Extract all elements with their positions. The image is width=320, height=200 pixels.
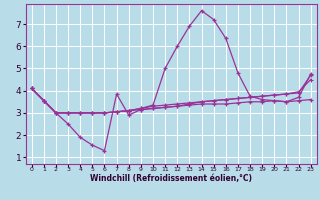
X-axis label: Windchill (Refroidissement éolien,°C): Windchill (Refroidissement éolien,°C): [90, 174, 252, 183]
